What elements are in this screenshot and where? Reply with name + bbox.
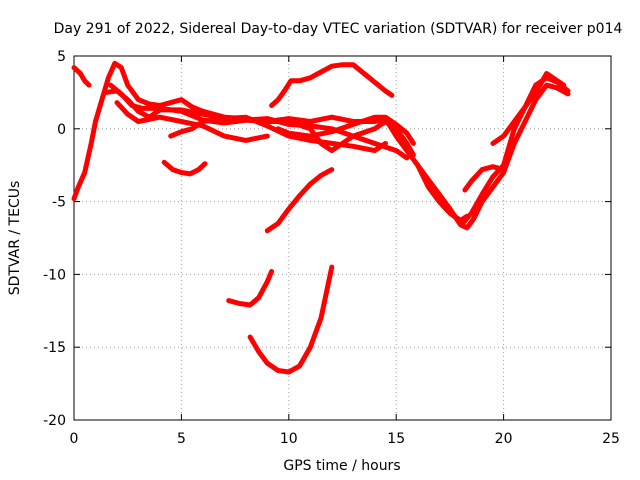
plot-frame bbox=[73, 55, 612, 421]
series-arc-8 bbox=[161, 159, 208, 177]
x-tick-label: 0 bbox=[70, 431, 79, 447]
data-series bbox=[71, 60, 571, 375]
x-tick-label: 10 bbox=[280, 431, 298, 447]
series-arc-1 bbox=[71, 65, 92, 88]
series-arc-12 bbox=[247, 264, 335, 375]
x-tick-label: 5 bbox=[177, 431, 186, 447]
series-arc-17 bbox=[490, 71, 567, 146]
y-tick-label: -10 bbox=[43, 267, 66, 283]
series-arc-9 bbox=[269, 62, 395, 108]
axis-ticks: 0 5 10 15 20 25 5 0 -5 -10 -15 -20 bbox=[43, 49, 620, 447]
x-tick-label: 20 bbox=[495, 431, 513, 447]
series-arc-16 bbox=[462, 164, 507, 193]
series-arc-7 bbox=[275, 114, 416, 146]
x-axis-label: GPS time / hours bbox=[283, 458, 400, 474]
y-tick-label: 0 bbox=[57, 122, 66, 138]
y-tick-label: 5 bbox=[57, 49, 66, 65]
y-tick-label: -5 bbox=[52, 195, 66, 211]
x-tick-label: 15 bbox=[387, 431, 405, 447]
y-tick-label: -20 bbox=[43, 413, 66, 429]
y-tick-label: -15 bbox=[43, 340, 66, 356]
series-arc-2 bbox=[71, 60, 410, 202]
x-tick-label: 25 bbox=[602, 431, 620, 447]
series-arc-11 bbox=[226, 269, 275, 308]
series-arc-5 bbox=[114, 100, 270, 143]
series-arc-13 bbox=[415, 82, 571, 231]
chart-title: Day 291 of 2022, Sidereal Day-to-day VTE… bbox=[54, 21, 623, 37]
series-arc-15 bbox=[404, 148, 470, 223]
series-arc-4 bbox=[108, 82, 416, 158]
y-axis-label: SDTVAR / TECUs bbox=[7, 181, 23, 296]
series-arc-6 bbox=[168, 114, 388, 154]
series-arc-10 bbox=[264, 167, 335, 234]
